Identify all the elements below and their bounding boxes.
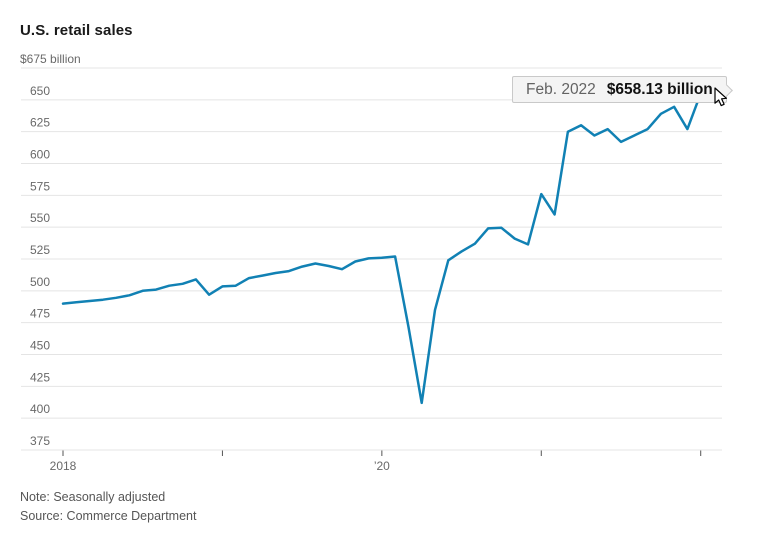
y-axis-label: 575 (30, 179, 50, 193)
retail-sales-line (61, 88, 716, 405)
note-source-block: Note: Seasonally adjusted Source: Commer… (20, 488, 196, 526)
y-axis-label: 550 (30, 211, 50, 225)
y-axis-label: 475 (30, 307, 50, 321)
y-axis-label: 425 (30, 370, 50, 384)
y-axis-label: 500 (30, 275, 50, 289)
chart-note: Note: Seasonally adjusted (20, 490, 166, 504)
mouse-cursor-icon (714, 87, 727, 107)
tooltip-value: $658.13 billion (606, 80, 713, 98)
y-axis-label: 375 (30, 434, 50, 448)
chart-title: U.S. retail sales (20, 22, 133, 39)
chart-source: Source: Commerce Department (20, 509, 197, 523)
y-axis-label: $675 billion (20, 52, 81, 66)
y-axis-label: 525 (30, 243, 50, 257)
tooltip-period: Feb. 2022 (526, 80, 596, 98)
x-axis-label: ’20 (374, 459, 390, 473)
x-axis-label: 2018 (50, 459, 77, 473)
y-axis-label: 400 (30, 402, 50, 416)
y-axis-label: 450 (30, 339, 50, 353)
y-axis-label: 625 (30, 116, 50, 130)
tooltip: Feb. 2022 $658.13 billion (512, 76, 727, 103)
y-axis-label: 600 (30, 148, 50, 162)
y-axis-label: 650 (30, 84, 50, 98)
